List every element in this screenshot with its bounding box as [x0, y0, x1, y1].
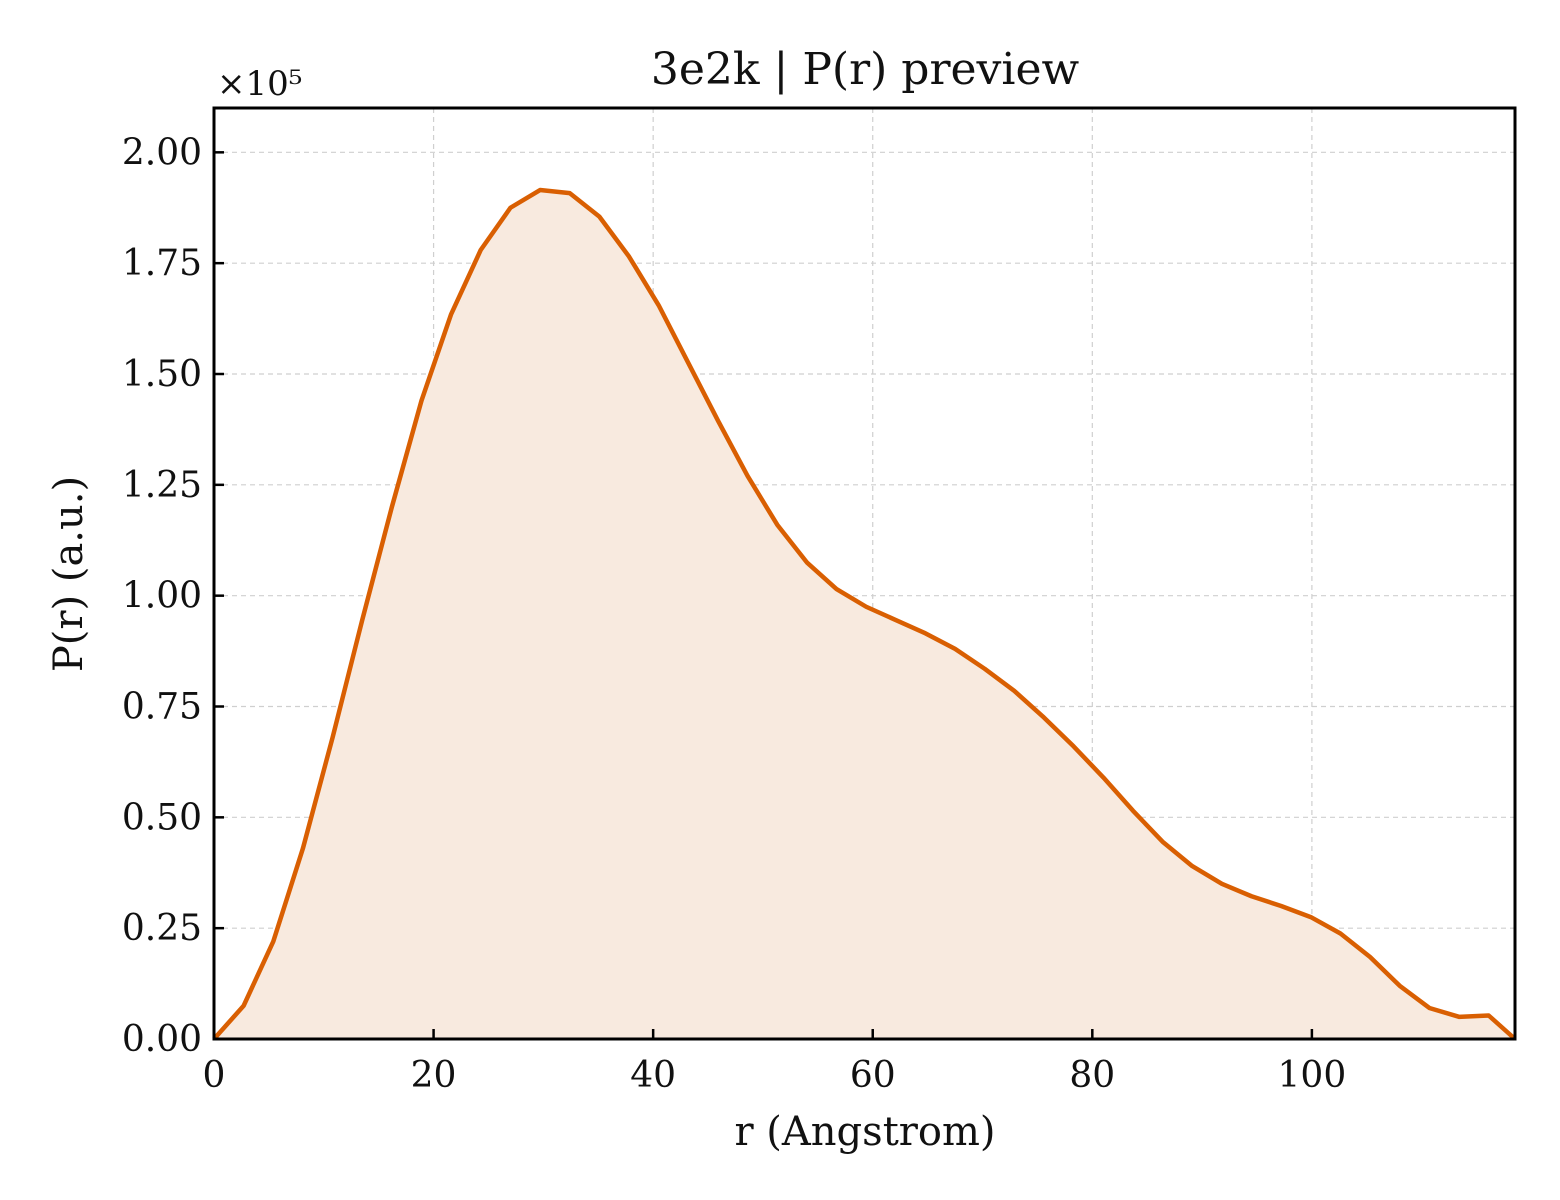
- x-tick-label: 80: [1069, 1055, 1115, 1096]
- y-axis-title: P(r) (a.u.): [46, 476, 92, 672]
- x-tick-label: 100: [1278, 1055, 1347, 1096]
- y-tick-label: 1.00: [122, 576, 202, 617]
- axis-ticks: 0 20 40 60 80 100 0.00 0.25 0.50 0.75 1.00 1.25 1.50…: [122, 132, 1346, 1096]
- y-axis-exponent-label: ×10⁵: [217, 64, 302, 104]
- x-tick-label: 60: [850, 1055, 896, 1096]
- y-tick-label: 1.75: [122, 243, 202, 284]
- plot-frame: [212, 106, 1517, 1041]
- x-axis-title: r (Angstrom): [734, 1109, 995, 1155]
- pr-area-fill: [214, 190, 1515, 1039]
- x-tick-label: 40: [630, 1055, 676, 1096]
- x-tick-label: 20: [411, 1055, 457, 1096]
- y-tick-label: 0.50: [122, 797, 202, 838]
- x-tick-label: 0: [203, 1055, 226, 1096]
- y-tick-label: 0.00: [122, 1019, 202, 1060]
- pr-series-line: [212, 187, 1517, 1041]
- y-tick-label: 2.00: [122, 132, 202, 173]
- y-tick-label: 0.25: [122, 908, 202, 949]
- y-tick-label: 1.25: [122, 465, 202, 506]
- y-tick-label: 1.50: [122, 354, 202, 395]
- y-tick-label: 0.75: [122, 687, 202, 728]
- chart-title: 3e2k | P(r) preview: [651, 44, 1080, 95]
